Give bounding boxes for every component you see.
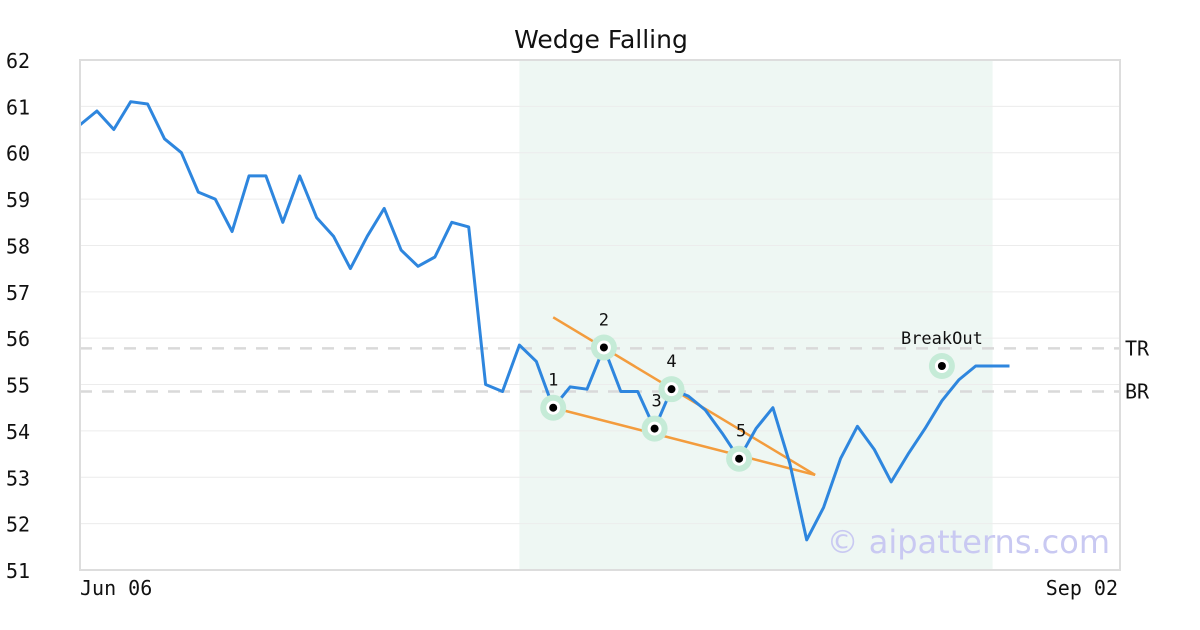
y-tick-label: 53 bbox=[6, 466, 30, 490]
watermark: © aipatterns.com bbox=[827, 523, 1110, 561]
pattern-points: 1 2 34 5 BreakOut bbox=[540, 310, 983, 472]
pattern-point-2-dot bbox=[599, 343, 608, 352]
y-axis-ticks: 51 52 53 54 55 56 57 58 59 60 61 62 bbox=[6, 49, 30, 583]
x-axis-ticks: Jun 06 Sep 02 bbox=[80, 576, 1118, 600]
y-tick-label: 51 bbox=[6, 559, 30, 583]
y-tick-label: 61 bbox=[6, 95, 30, 119]
pattern-shade bbox=[519, 60, 993, 570]
plot-frame bbox=[79, 59, 1121, 571]
y-tick-label: 55 bbox=[6, 374, 30, 398]
trendline-lower bbox=[552, 406, 816, 477]
y-tick-label: 58 bbox=[6, 234, 30, 258]
level-label-br: BR bbox=[1125, 380, 1150, 404]
y-tick-label: 60 bbox=[6, 142, 30, 166]
x-tick-label: Sep 02 bbox=[1046, 576, 1118, 600]
y-tick-label: 59 bbox=[6, 188, 30, 212]
pattern-point-2-label: 2 bbox=[599, 310, 609, 330]
pattern-point-4-dot bbox=[667, 385, 676, 394]
level-lines: TR BR bbox=[80, 336, 1150, 404]
y-tick-label: 57 bbox=[6, 281, 30, 305]
pattern-point-3-dot bbox=[650, 424, 659, 433]
pattern-point-1-label: 1 bbox=[548, 371, 558, 391]
chart-title: Wedge Falling bbox=[514, 25, 688, 54]
pattern-point-5-label: 5 bbox=[736, 422, 746, 442]
pattern-point-5-dot bbox=[735, 454, 744, 463]
breakout-point-dot bbox=[937, 362, 946, 370]
shaded-pattern-region bbox=[519, 60, 993, 570]
pattern-point-4-label: 4 bbox=[666, 352, 676, 372]
y-tick-label: 56 bbox=[6, 327, 30, 351]
pattern-point-1-dot bbox=[549, 403, 558, 412]
x-tick-label: Jun 06 bbox=[80, 576, 152, 600]
y-tick-label: 52 bbox=[6, 513, 30, 537]
level-label-tr: TR bbox=[1125, 336, 1150, 360]
series-line bbox=[79, 100, 1010, 542]
price-series bbox=[79, 100, 1010, 542]
y-tick-label: 54 bbox=[6, 420, 30, 444]
breakout-point-label: BreakOut bbox=[901, 329, 983, 349]
pattern-point-3-label: 3 bbox=[651, 392, 661, 412]
y-tick-label: 62 bbox=[6, 49, 30, 73]
